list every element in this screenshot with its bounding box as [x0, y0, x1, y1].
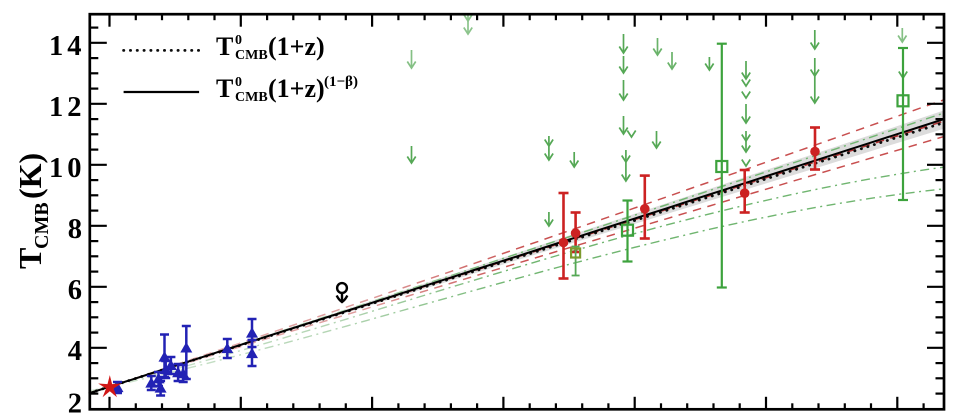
svg-text:14: 14	[49, 31, 86, 62]
svg-text:(1−β): (1−β)	[324, 74, 358, 90]
svg-text:12: 12	[49, 92, 86, 123]
svg-text:0: 0	[235, 33, 242, 48]
svg-text:T: T	[12, 248, 48, 269]
svg-text:4: 4	[68, 336, 82, 367]
svg-text:(1+z): (1+z)	[268, 74, 325, 103]
svg-text:2: 2	[68, 389, 82, 414]
svg-text:(1+z): (1+z)	[268, 32, 325, 61]
svg-text:(K): (K)	[12, 153, 48, 199]
svg-text:0: 0	[235, 75, 242, 90]
svg-text:6: 6	[68, 275, 82, 306]
svg-text:CMB: CMB	[235, 48, 268, 63]
svg-text:T: T	[216, 32, 233, 61]
svg-text:8: 8	[68, 214, 82, 245]
svg-text:CMB: CMB	[235, 90, 268, 105]
svg-text:CMB: CMB	[31, 202, 53, 249]
svg-text:10: 10	[49, 153, 86, 184]
svg-text:T: T	[216, 74, 233, 103]
